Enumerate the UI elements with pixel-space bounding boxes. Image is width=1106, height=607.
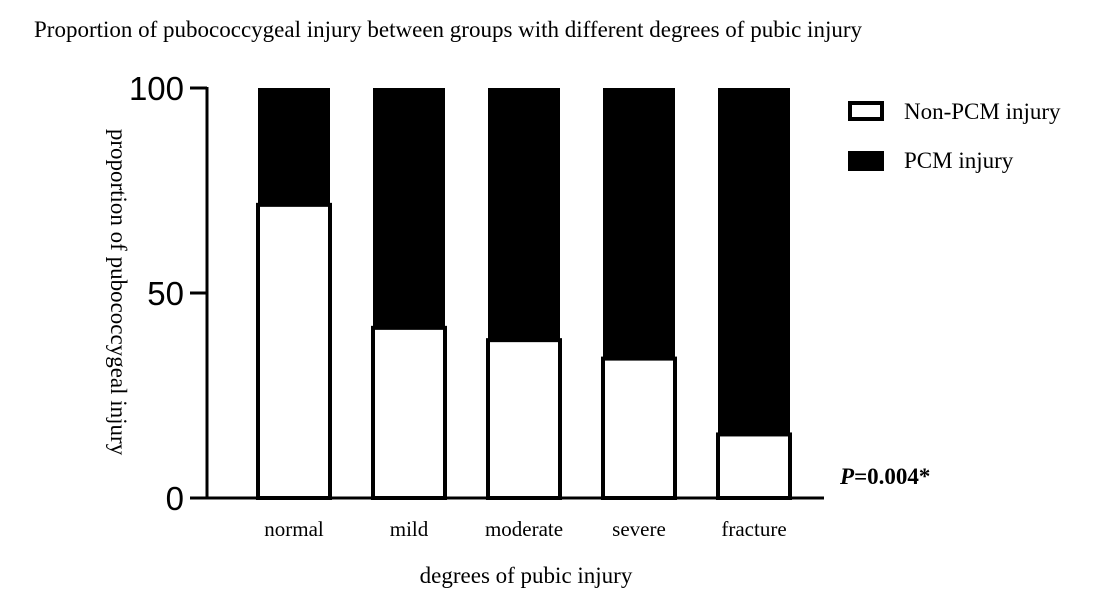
p-value-annotation: P=0.004* — [839, 464, 930, 489]
bar-fracture-pcm — [718, 88, 790, 435]
legend-swatch-non-pcm — [848, 101, 884, 121]
legend: Non-PCM injury PCM injury — [848, 99, 1061, 173]
legend-label-non-pcm: Non-PCM injury — [904, 99, 1061, 124]
bar-severe-pcm — [603, 88, 675, 359]
bar-mild-pcm — [373, 88, 445, 328]
legend-item-pcm: PCM injury — [848, 148, 1014, 173]
y-tick-label-50: 50 — [147, 275, 184, 312]
bars — [256, 88, 792, 501]
bar-fracture-non-pcm — [716, 432, 792, 501]
x-tick-label-normal: normal — [264, 517, 324, 541]
bar-moderate-pcm — [488, 88, 560, 341]
x-ticks: normal mild moderate severe fracture — [264, 517, 786, 541]
y-ticks: 0 50 100 — [129, 70, 207, 517]
plot-area: 0 50 100 normal mild moderate severe fracture — [129, 70, 824, 541]
y-tick-label-0: 0 — [166, 480, 184, 517]
chart-title: Proportion of pubococcygeal injury betwe… — [34, 17, 862, 42]
bar-severe-non-pcm — [601, 356, 677, 500]
x-tick-label-moderate: moderate — [485, 517, 563, 541]
y-tick-label-100: 100 — [129, 70, 184, 107]
x-tick-label-mild: mild — [390, 517, 429, 541]
y-axis-label: proportion of pubococcygeal injury — [106, 129, 131, 456]
bar-moderate-non-pcm — [486, 338, 562, 500]
bar-normal-non-pcm — [256, 202, 332, 500]
x-tick-label-severe: severe — [612, 517, 666, 541]
p-value-text: =0.004* — [854, 464, 930, 489]
x-axis-label: degrees of pubic injury — [420, 563, 633, 588]
legend-label-pcm: PCM injury — [904, 148, 1014, 173]
legend-swatch-pcm — [848, 151, 884, 171]
bar-normal-pcm — [258, 88, 330, 205]
x-tick-label-fracture: fracture — [721, 517, 786, 541]
p-value-symbol: P — [839, 464, 855, 489]
bar-mild-non-pcm — [371, 325, 447, 500]
legend-item-non-pcm: Non-PCM injury — [848, 99, 1061, 124]
